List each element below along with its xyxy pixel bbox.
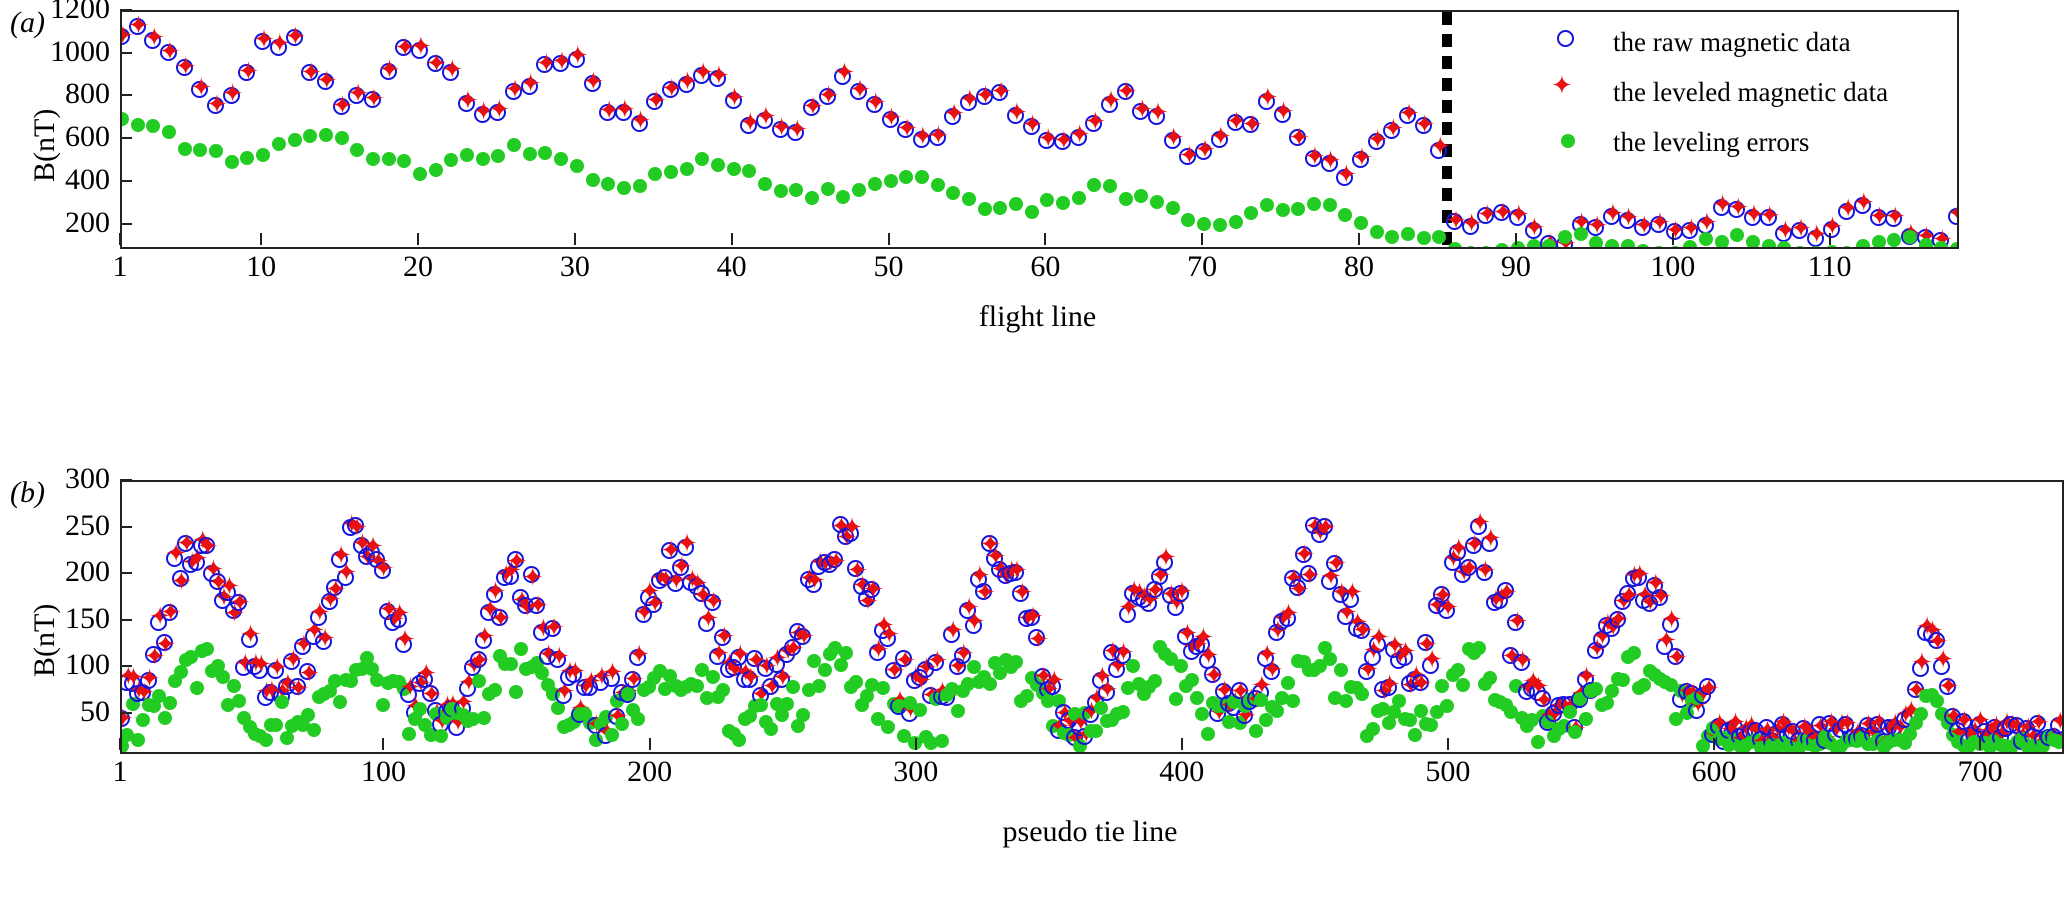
legend-item-raw: the raw magnetic data <box>1545 20 1888 64</box>
legend-errors-dot-icon <box>1545 122 1595 162</box>
panel-b-xtick-500: 500 <box>1408 755 1488 789</box>
legend-errors-label: the leveling errors <box>1613 127 1809 158</box>
panel-a-ytick-mark-800 <box>120 94 132 96</box>
panel-a-legend: the raw magnetic data ✦ the leveled magn… <box>1545 20 1888 170</box>
panel-a-xtick-mark-20 <box>417 233 419 245</box>
panel-a-xtick-90: 90 <box>1486 250 1546 284</box>
panel-a-xtick-mark-60 <box>1044 233 1046 245</box>
panel-b-container: (b) ✦ ✦ ✦ ✦ ✦ ✦ ✦ ✦ ✦ ✦ ✦ ✦ ✦ ✦ ✦ ✦ ✦ ✦ ✦ ✦ ✦ ✦ ✦ ✦ ✦ ✦ ✦ ✦ ✦ ✦ ✦ ✦ ✦ ✦ ✦ ✦… <box>0 470 2067 921</box>
panel-a-xtick-10: 10 <box>231 250 291 284</box>
panel-b-ytick-mark-100 <box>120 665 132 667</box>
panel-b-ytick-250: 250 <box>20 509 110 543</box>
panel-a-ytick-mark-1200 <box>120 9 132 11</box>
panel-b-xtick-300: 300 <box>876 755 956 789</box>
panel-a-container: (a) ✦ ✦ ✦ ✦ ✦ ✦ ✦ ✦ ✦ ✦ ✦ ✦ ✦ ✦ ✦ ✦ ✦ ✦ ✦ ✦ ✦ ✦ ✦ ✦ ✦ ✦ ✦ ✦ ✦ ✦ ✦ ✦ ✦ ✦ ✦ ✦… <box>0 0 2067 400</box>
panel-b-xtick-mark-1 <box>119 738 121 750</box>
panel-a-ytick-mark-1000 <box>120 52 132 54</box>
panel-a-xtick-mark-1 <box>119 233 121 245</box>
panel-b-xtick-400: 400 <box>1142 755 1222 789</box>
panel-b-xtick-mark-200 <box>649 738 651 750</box>
panel-a-xtick-mark-80 <box>1358 233 1360 245</box>
panel-a-xtick-mark-40 <box>731 233 733 245</box>
panel-b-xtick-mark-400 <box>1181 738 1183 750</box>
panel-b-xtick-mark-100 <box>382 738 384 750</box>
panel-a-xtick-100: 100 <box>1643 250 1703 284</box>
panel-b-xlabel: pseudo tie line <box>120 815 2060 849</box>
panel-b-ytick-mark-250 <box>120 526 132 528</box>
panel-b-xtick-200: 200 <box>610 755 690 789</box>
panel-b-ylabel: B(nT) <box>28 540 62 740</box>
panel-a-ytick-1200: 1200 <box>20 0 110 26</box>
panel-a-ytick-mark-600 <box>120 137 132 139</box>
panel-a-ytick-mark-200 <box>120 223 132 225</box>
panel-a-xtick-30: 30 <box>545 250 605 284</box>
panel-b-xtick-100: 100 <box>343 755 423 789</box>
panel-a-xtick-110: 110 <box>1800 250 1860 284</box>
panel-b-xtick-mark-500 <box>1447 738 1449 750</box>
figure-container: (a) ✦ ✦ ✦ ✦ ✦ ✦ ✦ ✦ ✦ ✦ ✦ ✦ ✦ ✦ ✦ ✦ ✦ ✦ ✦ ✦ ✦ ✦ ✦ ✦ ✦ ✦ ✦ ✦ ✦ ✦ ✦ ✦ ✦ ✦ ✦ ✦… <box>0 0 2067 921</box>
panel-a-xtick-70: 70 <box>1172 250 1232 284</box>
series-divider-line <box>1442 12 1452 247</box>
panel-a-xtick-mark-100 <box>1672 233 1674 245</box>
panel-a-xtick-mark-30 <box>574 233 576 245</box>
panel-a-xtick-1: 1 <box>90 250 150 284</box>
panel-b-ytick-300: 300 <box>20 462 110 496</box>
legend-raw-label: the raw magnetic data <box>1613 27 1851 58</box>
panel-b-xtick-600: 600 <box>1674 755 1754 789</box>
panel-b-xtick-700: 700 <box>1940 755 2020 789</box>
legend-raw-circle-icon <box>1545 22 1595 62</box>
panel-a-ylabel: B(nT) <box>28 45 62 245</box>
panel-b-xtick-mark-700 <box>1979 738 1981 750</box>
panel-a-xtick-mark-50 <box>888 233 890 245</box>
panel-b-plot-area: ✦ ✦ ✦ ✦ ✦ ✦ ✦ ✦ ✦ ✦ ✦ ✦ ✦ ✦ ✦ ✦ ✦ ✦ ✦ ✦ ✦ ✦ ✦ ✦ ✦ ✦ ✦ ✦ ✦ ✦ ✦ ✦ ✦ ✦ ✦ ✦ ✦ ✦ ✦ ✦… <box>120 480 2064 754</box>
panel-b-ytick-mark-150 <box>120 619 132 621</box>
panel-b-xtick-1: 1 <box>80 755 160 789</box>
legend-item-leveled: ✦ the leveled magnetic data <box>1545 70 1888 114</box>
panel-b-ytick-mark-200 <box>120 572 132 574</box>
legend-leveled-label: the leveled magnetic data <box>1613 77 1888 108</box>
panel-a-xtick-mark-10 <box>260 233 262 245</box>
panel-a-xtick-20: 20 <box>388 250 448 284</box>
panel-a-xlabel: flight line <box>120 300 1955 334</box>
legend-item-errors: the leveling errors <box>1545 120 1888 164</box>
legend-leveled-star-icon: ✦ <box>1545 72 1595 112</box>
panel-b-ytick-mark-50 <box>120 712 132 714</box>
panel-a-xtick-mark-90 <box>1515 233 1517 245</box>
panel-a-xtick-mark-70 <box>1201 233 1203 245</box>
panel-a-xtick-40: 40 <box>702 250 762 284</box>
panel-a-xtick-60: 60 <box>1015 250 1075 284</box>
panel-a-xtick-50: 50 <box>859 250 919 284</box>
panel-b-xtick-mark-300 <box>915 738 917 750</box>
panel-a-xtick-mark-110 <box>1829 233 1831 245</box>
panel-a-ytick-mark-400 <box>120 180 132 182</box>
panel-b-xtick-mark-600 <box>1713 738 1715 750</box>
panel-a-xtick-80: 80 <box>1329 250 1389 284</box>
panel-b-ytick-mark-300 <box>120 479 132 481</box>
